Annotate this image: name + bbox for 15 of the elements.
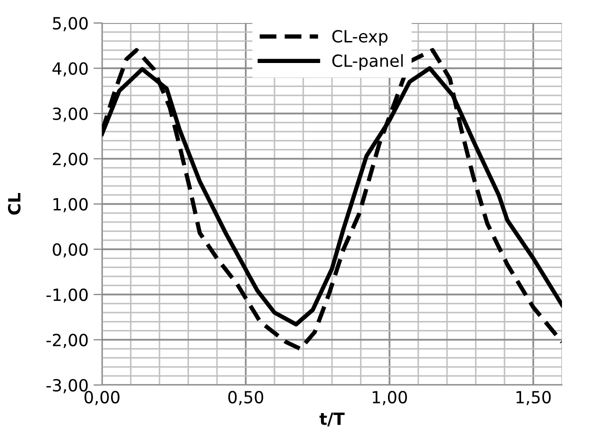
y-tick-label: 3,00 [52, 107, 88, 122]
x-tick-label: 1,50 [516, 390, 551, 406]
y-tick-label: 1,00 [54, 198, 88, 212]
y-tick-label: 4,00 [52, 62, 88, 77]
y-tick-label: 0,00 [52, 243, 88, 258]
x-tick-label: 1,00 [372, 390, 407, 406]
y-tick-label: 2,00 [52, 152, 88, 168]
legend-label: CL-panel [332, 54, 403, 70]
legend-label: CL-exp [332, 30, 388, 46]
x-tick-label: 0,50 [228, 390, 264, 406]
y-tick-label: -1,00 [46, 288, 88, 303]
y-tick-label: 5,00 [52, 16, 88, 32]
y-axis-title: CL [8, 193, 21, 215]
x-axis-title: t/T [320, 412, 345, 426]
y-tick-label: -2,00 [46, 334, 88, 348]
